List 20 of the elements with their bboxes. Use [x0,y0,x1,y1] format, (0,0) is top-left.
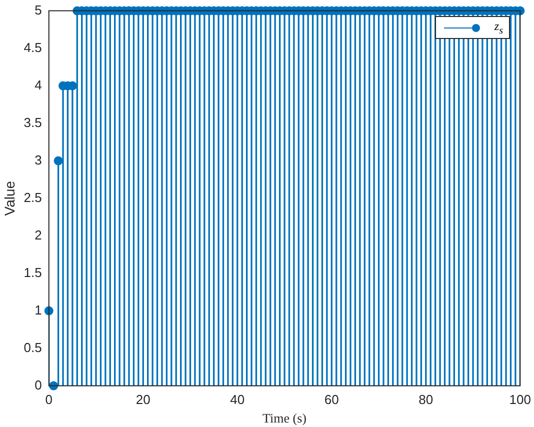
y-tick-label: 4.5 [24,40,42,55]
x-axis-title: Time (s) [262,410,306,426]
x-tick-label: 80 [418,392,434,408]
x-tick-label: 100 [509,392,532,408]
y-tick-label: 5 [34,2,42,18]
y-axis-title: Value [1,180,18,216]
y-tick-label: 1 [34,302,42,318]
legend-label: z$_{s}$ [494,19,503,36]
y-tick-label: 0.5 [24,340,42,355]
x-tick-label: 0 [45,392,52,408]
y-tick-label: 2.5 [24,190,42,205]
y-tick-label: 0 [34,377,42,392]
y-tick-label: 3 [34,152,42,168]
y-tick-label: 1.5 [24,264,42,280]
x-tick-label: 60 [324,392,339,408]
x-tick-label: 20 [136,392,150,408]
y-tick-label: 3.5 [24,114,42,130]
x-tick-label: 40 [230,392,245,408]
y-tick-label: 2 [34,227,42,242]
y-tick-label: 4 [34,77,42,92]
